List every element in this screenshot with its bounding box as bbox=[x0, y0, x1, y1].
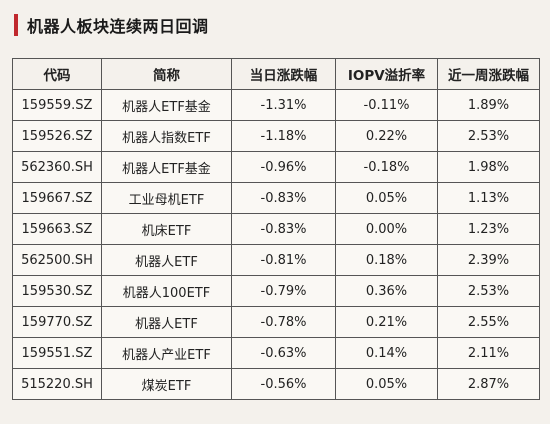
cell-code: 159770.SZ bbox=[12, 306, 102, 338]
cell-daily-change: -1.18% bbox=[231, 120, 336, 152]
header-daily-change: 当日涨跌幅 bbox=[231, 58, 336, 90]
cell-daily-change: -0.78% bbox=[231, 306, 336, 338]
cell-iopv-premium: 0.18% bbox=[335, 244, 438, 276]
cell-code: 159526.SZ bbox=[12, 120, 102, 152]
cell-weekly-change: 2.53% bbox=[437, 120, 540, 152]
table-row: 515220.SH 煤炭ETF -0.56% 0.05% 2.87% bbox=[12, 368, 540, 400]
cell-daily-change: -0.81% bbox=[231, 244, 336, 276]
cell-iopv-premium: 0.21% bbox=[335, 306, 438, 338]
cell-name: 煤炭ETF bbox=[101, 368, 232, 400]
table-row: 159770.SZ 机器人ETF -0.78% 0.21% 2.55% bbox=[12, 306, 540, 338]
cell-daily-change: -0.79% bbox=[231, 275, 336, 307]
cell-code: 562360.SH bbox=[12, 151, 102, 183]
cell-weekly-change: 2.39% bbox=[437, 244, 540, 276]
cell-daily-change: -1.31% bbox=[231, 89, 336, 121]
cell-name: 机器人ETF基金 bbox=[101, 151, 232, 183]
cell-iopv-premium: 0.00% bbox=[335, 213, 438, 245]
cell-name: 机器人指数ETF bbox=[101, 120, 232, 152]
table-row: 159663.SZ 机床ETF -0.83% 0.00% 1.23% bbox=[12, 213, 540, 245]
table-row: 159551.SZ 机器人产业ETF -0.63% 0.14% 2.11% bbox=[12, 337, 540, 369]
header-iopv-premium: IOPV溢折率 bbox=[335, 58, 438, 90]
table-row: 159526.SZ 机器人指数ETF -1.18% 0.22% 2.53% bbox=[12, 120, 540, 152]
table-row: 159530.SZ 机器人100ETF -0.79% 0.36% 2.53% bbox=[12, 275, 540, 307]
cell-daily-change: -0.63% bbox=[231, 337, 336, 369]
cell-code: 159551.SZ bbox=[12, 337, 102, 369]
header-name: 简称 bbox=[101, 58, 232, 90]
cell-iopv-premium: 0.36% bbox=[335, 275, 438, 307]
cell-code: 515220.SH bbox=[12, 368, 102, 400]
cell-daily-change: -0.83% bbox=[231, 182, 336, 214]
cell-code: 159559.SZ bbox=[12, 89, 102, 121]
cell-name: 机器人ETF基金 bbox=[101, 89, 232, 121]
cell-weekly-change: 2.55% bbox=[437, 306, 540, 338]
cell-code: 159663.SZ bbox=[12, 213, 102, 245]
cell-weekly-change: 1.89% bbox=[437, 89, 540, 121]
cell-name: 机器人ETF bbox=[101, 244, 232, 276]
cell-iopv-premium: 0.22% bbox=[335, 120, 438, 152]
cell-iopv-premium: -0.11% bbox=[335, 89, 438, 121]
cell-weekly-change: 1.13% bbox=[437, 182, 540, 214]
table-row: 562500.SH 机器人ETF -0.81% 0.18% 2.39% bbox=[12, 244, 540, 276]
page-title: 机器人板块连续两日回调 bbox=[27, 17, 209, 36]
cell-code: 159530.SZ bbox=[12, 275, 102, 307]
title-accent-bar bbox=[14, 14, 18, 36]
cell-daily-change: -0.56% bbox=[231, 368, 336, 400]
table-row: 159559.SZ 机器人ETF基金 -1.31% -0.11% 1.89% bbox=[12, 89, 540, 121]
cell-weekly-change: 2.53% bbox=[437, 275, 540, 307]
cell-weekly-change: 1.98% bbox=[437, 151, 540, 183]
cell-code: 562500.SH bbox=[12, 244, 102, 276]
table-row: 159667.SZ 工业母机ETF -0.83% 0.05% 1.13% bbox=[12, 182, 540, 214]
cell-name: 机器人产业ETF bbox=[101, 337, 232, 369]
cell-iopv-premium: 0.14% bbox=[335, 337, 438, 369]
table-header-row: 代码 简称 当日涨跌幅 IOPV溢折率 近一周涨跌幅 bbox=[12, 58, 540, 90]
cell-weekly-change: 2.11% bbox=[437, 337, 540, 369]
cell-weekly-change: 2.87% bbox=[437, 368, 540, 400]
cell-name: 机器人ETF bbox=[101, 306, 232, 338]
cell-daily-change: -0.96% bbox=[231, 151, 336, 183]
etf-table: 代码 简称 当日涨跌幅 IOPV溢折率 近一周涨跌幅 159559.SZ 机器人E… bbox=[12, 58, 540, 400]
cell-iopv-premium: -0.18% bbox=[335, 151, 438, 183]
cell-weekly-change: 1.23% bbox=[437, 213, 540, 245]
cell-daily-change: -0.83% bbox=[231, 213, 336, 245]
cell-code: 159667.SZ bbox=[12, 182, 102, 214]
cell-name: 工业母机ETF bbox=[101, 182, 232, 214]
cell-iopv-premium: 0.05% bbox=[335, 368, 438, 400]
cell-name: 机床ETF bbox=[101, 213, 232, 245]
cell-iopv-premium: 0.05% bbox=[335, 182, 438, 214]
header-code: 代码 bbox=[12, 58, 102, 90]
title-bar: 机器人板块连续两日回调 bbox=[14, 13, 209, 37]
cell-name: 机器人100ETF bbox=[101, 275, 232, 307]
header-weekly-change: 近一周涨跌幅 bbox=[437, 58, 540, 90]
table-row: 562360.SH 机器人ETF基金 -0.96% -0.18% 1.98% bbox=[12, 151, 540, 183]
